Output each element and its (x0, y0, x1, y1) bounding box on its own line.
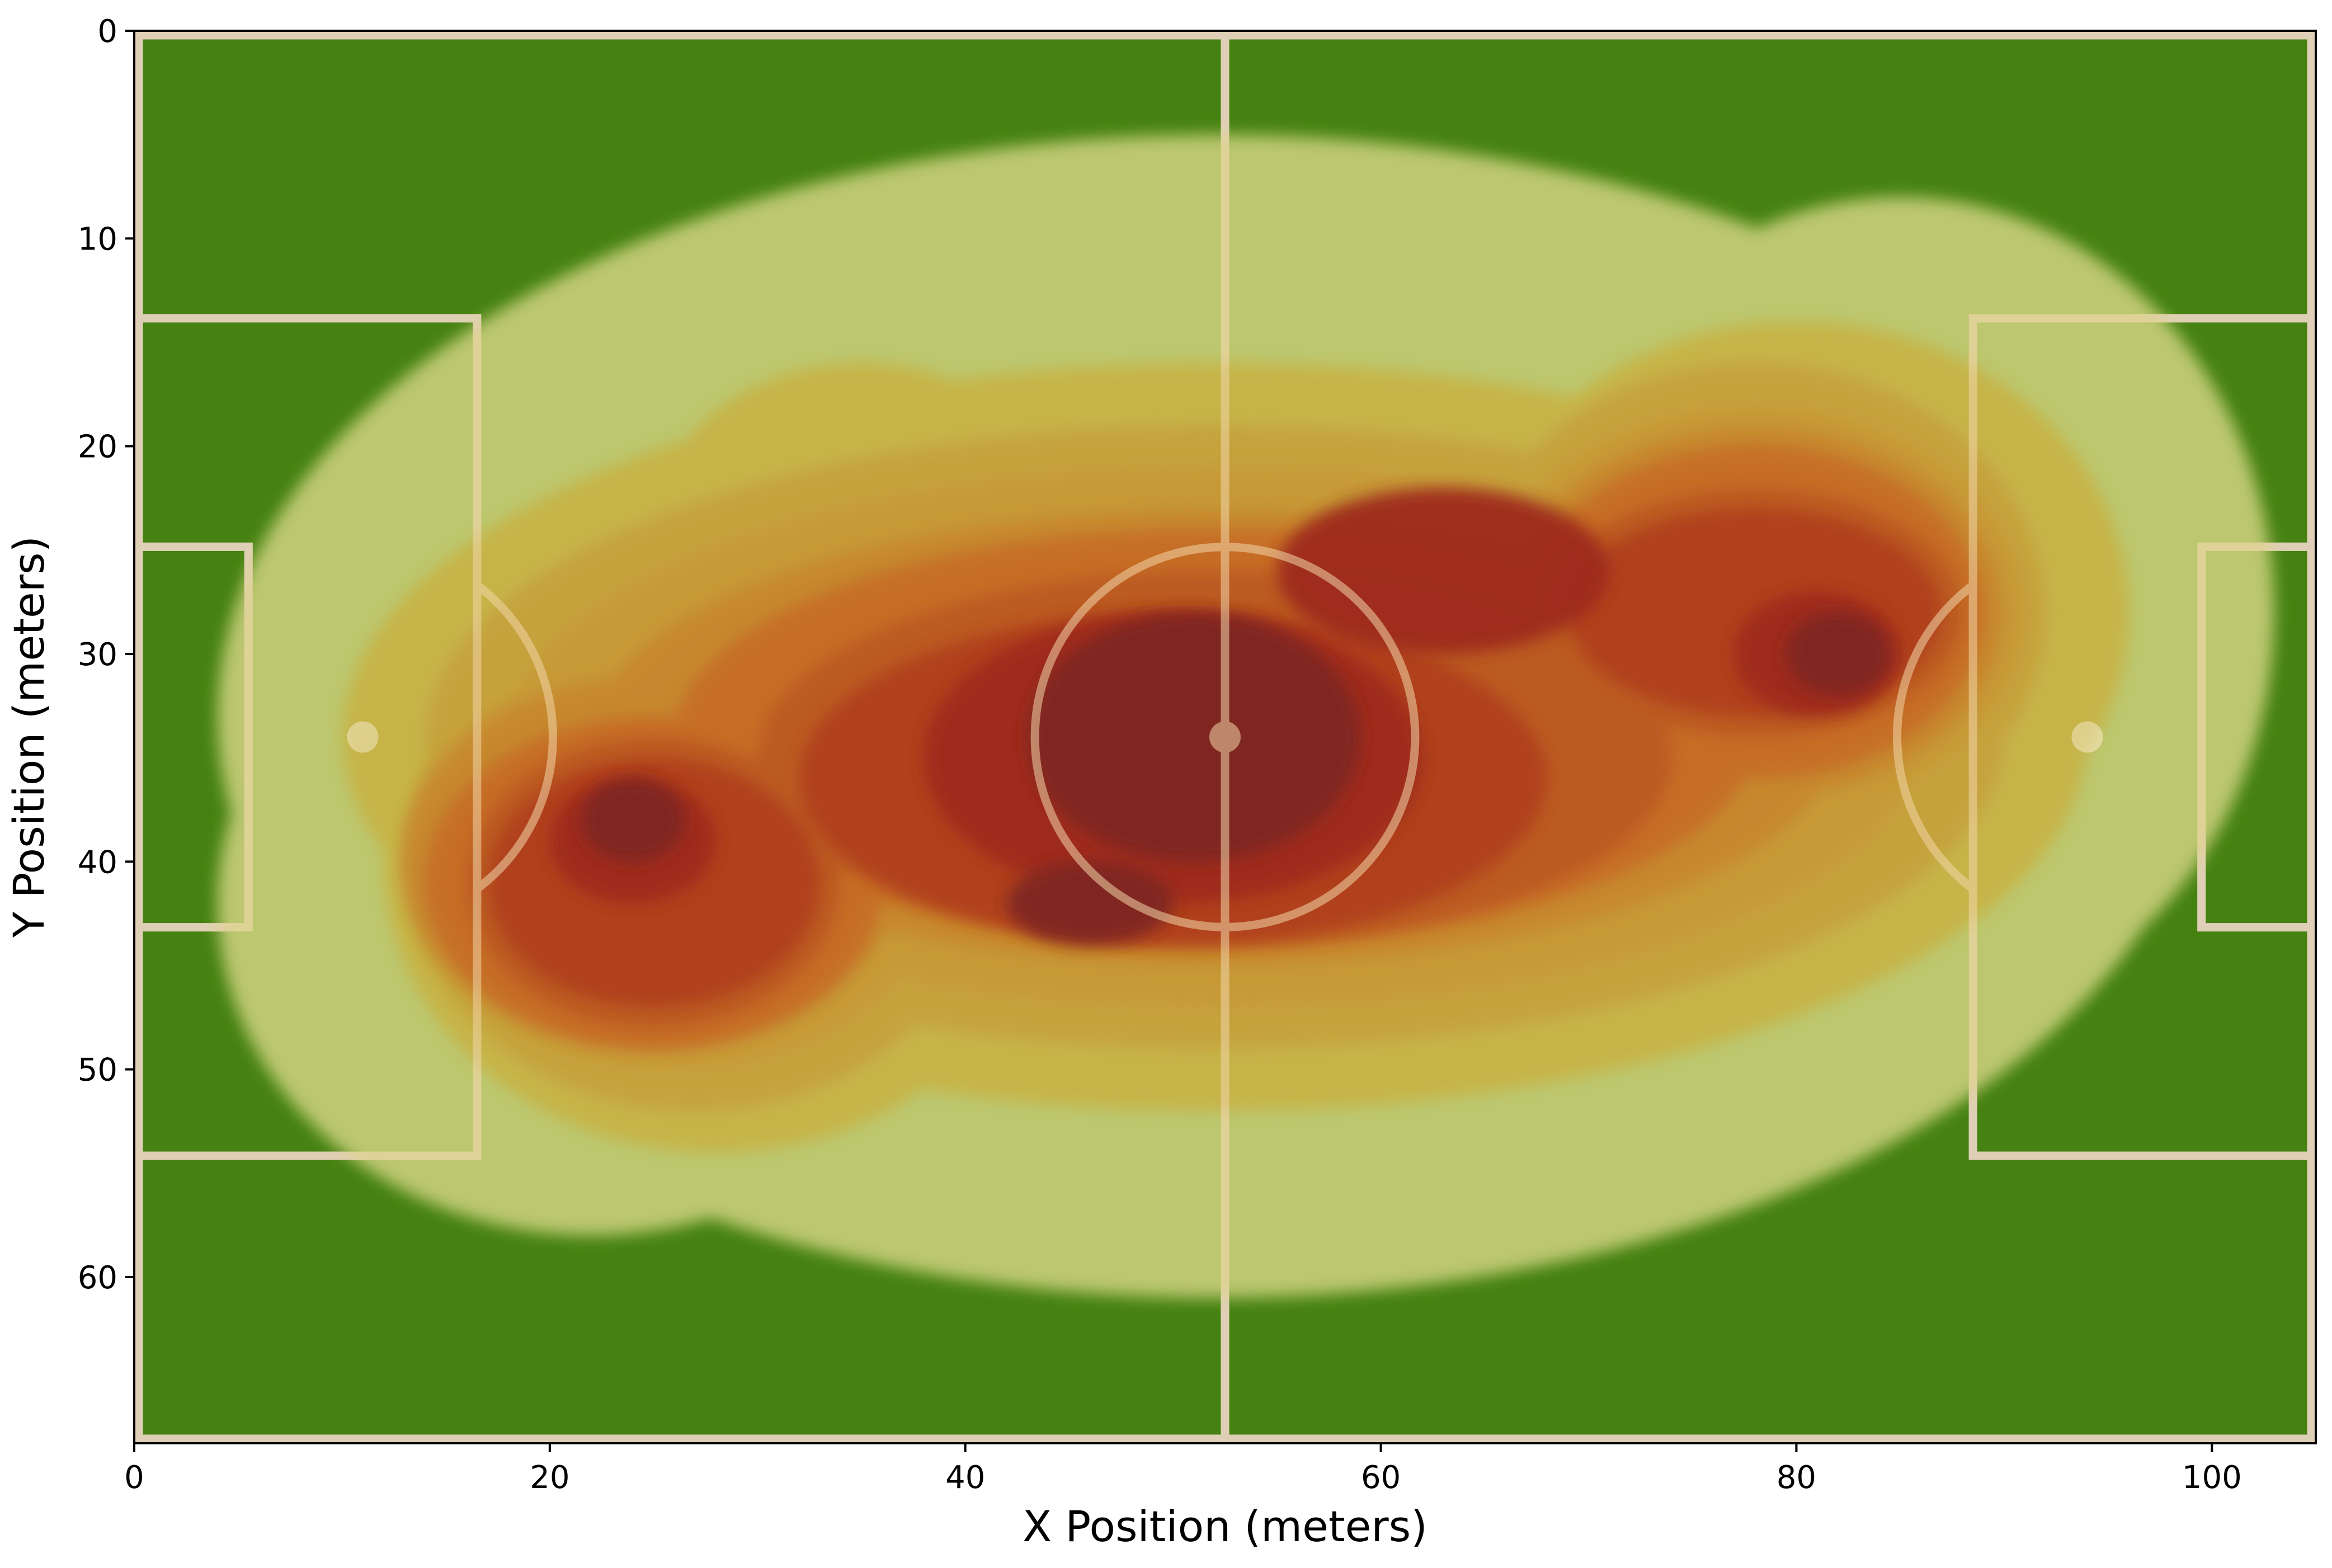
penalty-spot-left (347, 721, 379, 753)
x-tick-label: 20 (530, 1459, 569, 1496)
penalty-box-left (134, 314, 482, 1160)
contour-9-blob-0 (1028, 612, 1360, 862)
center-spot (1209, 721, 1241, 753)
y-tick-label: 30 (78, 637, 117, 673)
y-axis: 0 10 20 30 40 50 60 (78, 13, 134, 1296)
y-tick-label: 0 (97, 13, 117, 50)
y-tick-label: 40 (78, 844, 117, 880)
density-contours (217, 134, 2274, 1298)
contour-8-blob-3 (1276, 487, 1610, 654)
x-tick-label: 0 (124, 1459, 144, 1496)
contour-level-9 (581, 612, 1890, 945)
y-axis-label: Y Position (meters) (4, 536, 54, 938)
x-tick-label: 80 (1777, 1459, 1816, 1496)
x-tick-label: 40 (945, 1459, 985, 1496)
contour-9-blob-2 (1785, 612, 1890, 696)
contour-9-blob-1 (581, 778, 685, 862)
y-tick-label: 10 (78, 221, 117, 257)
y-tick-label: 60 (78, 1260, 117, 1296)
y-tick-label: 50 (78, 1052, 117, 1089)
pitch-markings-overlay (134, 31, 2316, 1443)
penalty-arc-right (1893, 581, 1976, 893)
center-circle (1030, 543, 1420, 931)
contour-9-blob-3 (1007, 861, 1174, 945)
plot-frame (133, 30, 2317, 1444)
goal-area-left (134, 542, 253, 932)
goal-area-right (2197, 542, 2316, 932)
penalty-spot-right (2071, 721, 2103, 753)
x-axis-label: X Position (meters) (1023, 1501, 1428, 1551)
x-axis: 0 20 40 60 80 100 (124, 1443, 2242, 1496)
x-tick-label: 100 (2182, 1459, 2242, 1496)
y-tick-label: 20 (78, 429, 117, 465)
penalty-arc-left (474, 581, 557, 893)
x-tick-label: 60 (1361, 1459, 1401, 1496)
